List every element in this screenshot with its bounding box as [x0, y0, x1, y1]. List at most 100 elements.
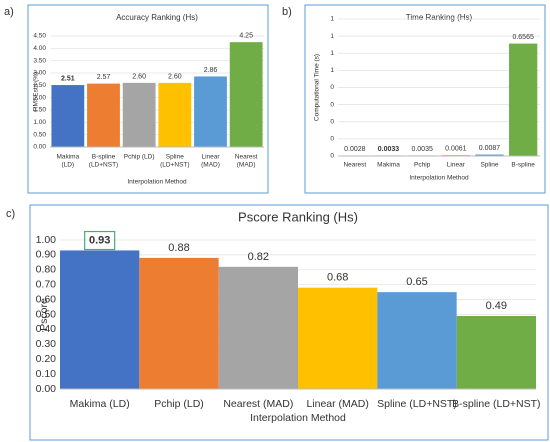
y-tick-label: 1.00 [33, 119, 46, 126]
y-tick-label: 0 [330, 118, 334, 125]
bar [218, 266, 298, 389]
y-tick-label: 0.10 [36, 368, 57, 380]
bar [158, 82, 192, 147]
x-tick-label: Spline [166, 154, 184, 161]
y-tick-label: 0.00 [36, 383, 57, 395]
x-tick-label: Makima [377, 162, 400, 169]
y-tick-label: 0 [330, 136, 334, 143]
x-tick-label: Spline (LD+NST) [377, 398, 457, 410]
x-tick-label: (LD+NST) [89, 162, 118, 169]
x-tick-label: B-spline [511, 162, 535, 169]
x-axis-label: Interpolation Method [127, 179, 187, 186]
data-label: 0.0033 [378, 146, 400, 153]
data-label: 0.0035 [411, 146, 433, 153]
data-label: 2.60 [168, 73, 182, 80]
data-label: 0.6565 [512, 34, 534, 41]
y-tick-label: 0.60 [36, 293, 57, 305]
panel-frame [27, 4, 269, 194]
panel-label: c) [6, 208, 15, 220]
x-tick-label: B-spline (LD+NST) [452, 398, 540, 410]
bar [509, 43, 538, 157]
chart-title: Pscore Ranking (Hs) [238, 209, 358, 224]
data-label: 0.65 [406, 276, 427, 288]
y-tick-label: 1 [330, 50, 334, 57]
bar [87, 83, 120, 147]
bar [456, 315, 536, 389]
bar [377, 292, 457, 389]
panel-frame [29, 204, 549, 441]
y-tick-label: 0.30 [36, 338, 57, 350]
y-tick-label: 2.00 [33, 94, 46, 101]
bar [441, 154, 470, 156]
data-label: 2.86 [204, 67, 218, 74]
x-tick-label: B-spline [92, 154, 116, 161]
x-tick-label: Pchip (LD) [154, 398, 204, 410]
data-label: 0.49 [486, 300, 507, 312]
data-label: 2.57 [97, 74, 111, 81]
y-tick-label: 1.50 [33, 107, 46, 114]
highlight-box [84, 230, 116, 251]
y-tick-label: 4.50 [33, 33, 46, 40]
x-tick-label: Makima (LD) [70, 398, 130, 410]
x-tick-label: (LD) [62, 162, 75, 169]
y-tick-label: 3.50 [33, 57, 46, 64]
x-tick-label: Linear (MAD) [306, 398, 368, 410]
y-axis-label: Pscore [38, 298, 50, 331]
data-label: 0.82 [248, 251, 269, 263]
panel-label: a) [4, 6, 14, 18]
bar [298, 287, 378, 389]
data-label: 0.88 [168, 242, 189, 254]
y-tick-label: 0.00 [33, 144, 46, 151]
data-label: 0.0087 [479, 145, 501, 152]
x-tick-label: Nearest [235, 154, 258, 161]
data-label: 0.0028 [344, 146, 366, 153]
y-tick-label: 0.20 [36, 353, 57, 365]
bar [139, 257, 219, 389]
y-axis-label: Computational Time (s) [314, 54, 321, 121]
bar [122, 82, 156, 147]
y-tick-label: 4.00 [33, 45, 46, 52]
chart-title: Accuracy Ranking (Hs) [116, 13, 198, 22]
panel-frame [304, 4, 546, 194]
bar [60, 250, 140, 389]
x-tick-label: Nearest (MAD) [223, 398, 293, 410]
x-tick-label: Makima [56, 154, 79, 161]
data-label: 2.60 [132, 73, 146, 80]
y-tick-label: 0.40 [36, 323, 57, 335]
x-tick-label: (MAD) [237, 162, 256, 169]
y-tick-label: 0 [330, 153, 334, 160]
y-tick-label: 0.50 [36, 308, 57, 320]
x-tick-label: (LD+NST) [160, 162, 189, 169]
y-tick-label: 2.50 [33, 82, 46, 89]
chart-title: Time Ranking (Hs) [406, 13, 473, 22]
bar [51, 85, 85, 147]
y-tick-label: 1.00 [36, 234, 57, 246]
data-label: 0.0061 [445, 145, 467, 152]
bar [194, 76, 227, 147]
data-label: 0.68 [327, 272, 348, 284]
y-tick-label: 0.50 [33, 131, 46, 138]
x-tick-label: (MAD) [201, 162, 220, 169]
y-tick-label: 0.80 [36, 264, 57, 276]
panel-label: b) [282, 6, 292, 18]
y-tick-label: 0 [330, 101, 334, 108]
y-tick-label: 3.00 [33, 70, 46, 77]
x-axis-label: Interpolation Method [409, 175, 469, 182]
x-tick-label: Pchip (LD) [124, 154, 155, 161]
x-tick-label: Linear [447, 162, 466, 169]
x-tick-label: Nearest [343, 162, 366, 169]
data-label: 2.51 [61, 76, 75, 83]
bar [229, 42, 263, 147]
x-axis-label: Interpolation Method [250, 412, 346, 424]
y-tick-label: 0 [330, 84, 334, 91]
bar [475, 154, 504, 156]
x-tick-label: Spline [480, 162, 498, 169]
y-axis-label: RMSEstd (%) [33, 72, 40, 111]
y-tick-label: 0.90 [36, 249, 57, 261]
y-tick-label: 1 [330, 16, 334, 23]
x-tick-label: Linear [201, 154, 220, 161]
data-label: 4.25 [239, 33, 253, 40]
data-label: 0.93 [89, 234, 110, 246]
